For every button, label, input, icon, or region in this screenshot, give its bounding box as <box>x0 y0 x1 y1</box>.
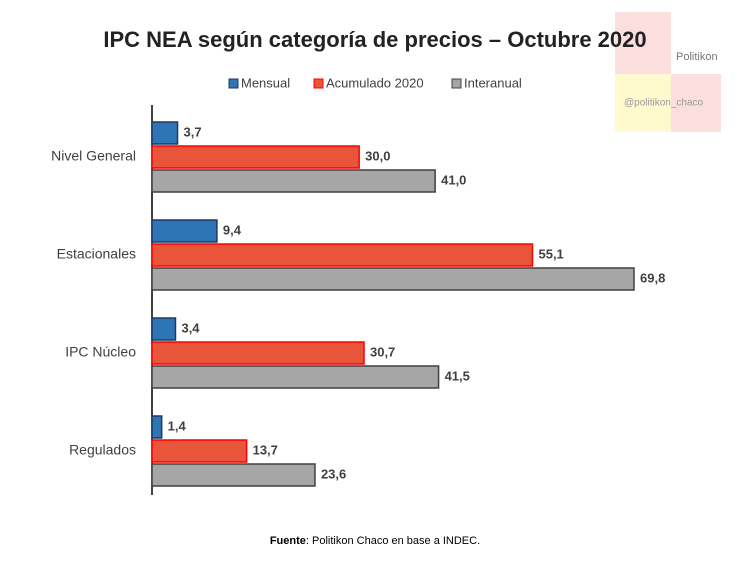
bar <box>151 169 436 193</box>
legend-label: Mensual <box>241 75 290 90</box>
y-tick-label: IPC Núcleo <box>65 344 136 360</box>
value-label: 3,4 <box>181 320 200 335</box>
value-label: 13,7 <box>253 442 278 457</box>
legend: Mensual Acumulado 2020 Interanual <box>228 75 522 90</box>
bar <box>151 121 179 145</box>
watermark-handle: @politikon_chaco <box>624 98 704 109</box>
chart-title: IPC NEA según categoría de precios – Oct… <box>103 27 646 52</box>
value-label: 55,1 <box>538 246 563 261</box>
bar <box>151 267 635 291</box>
bar <box>151 341 365 365</box>
bar <box>151 219 218 243</box>
bar <box>151 463 316 487</box>
value-label: 30,0 <box>365 148 390 163</box>
source-note: Fuente: Politikon Chaco en base a INDEC. <box>270 535 480 547</box>
legend-swatch <box>451 78 462 89</box>
legend-label: Acumulado 2020 <box>326 75 424 90</box>
bar <box>151 243 534 267</box>
watermark-shape <box>671 74 721 132</box>
legend-swatch <box>313 78 324 89</box>
source-label: Fuente <box>270 535 306 547</box>
value-label: 1,4 <box>168 418 187 433</box>
value-label: 69,8 <box>640 270 665 285</box>
watermark-shape <box>615 12 671 74</box>
value-label: 9,4 <box>223 222 242 237</box>
bar <box>151 317 177 341</box>
watermark-shape <box>615 74 671 132</box>
watermark-name: Politikon <box>676 51 718 63</box>
y-tick-label: Regulados <box>69 442 136 458</box>
bar <box>151 145 360 169</box>
value-label: 30,7 <box>370 344 395 359</box>
bar <box>151 439 248 463</box>
y-tick-label: Nivel General <box>51 148 136 164</box>
watermark <box>615 12 721 132</box>
value-label: 41,0 <box>441 172 466 187</box>
source-text: : Politikon Chaco en base a INDEC. <box>306 535 480 547</box>
value-label: 3,7 <box>184 124 202 139</box>
y-tick-label: Estacionales <box>57 246 136 262</box>
legend-label: Interanual <box>464 75 522 90</box>
bar <box>151 365 440 389</box>
value-label: 41,5 <box>445 368 470 383</box>
legend-swatch <box>228 78 239 89</box>
value-label: 23,6 <box>321 466 346 481</box>
bar <box>151 415 163 439</box>
